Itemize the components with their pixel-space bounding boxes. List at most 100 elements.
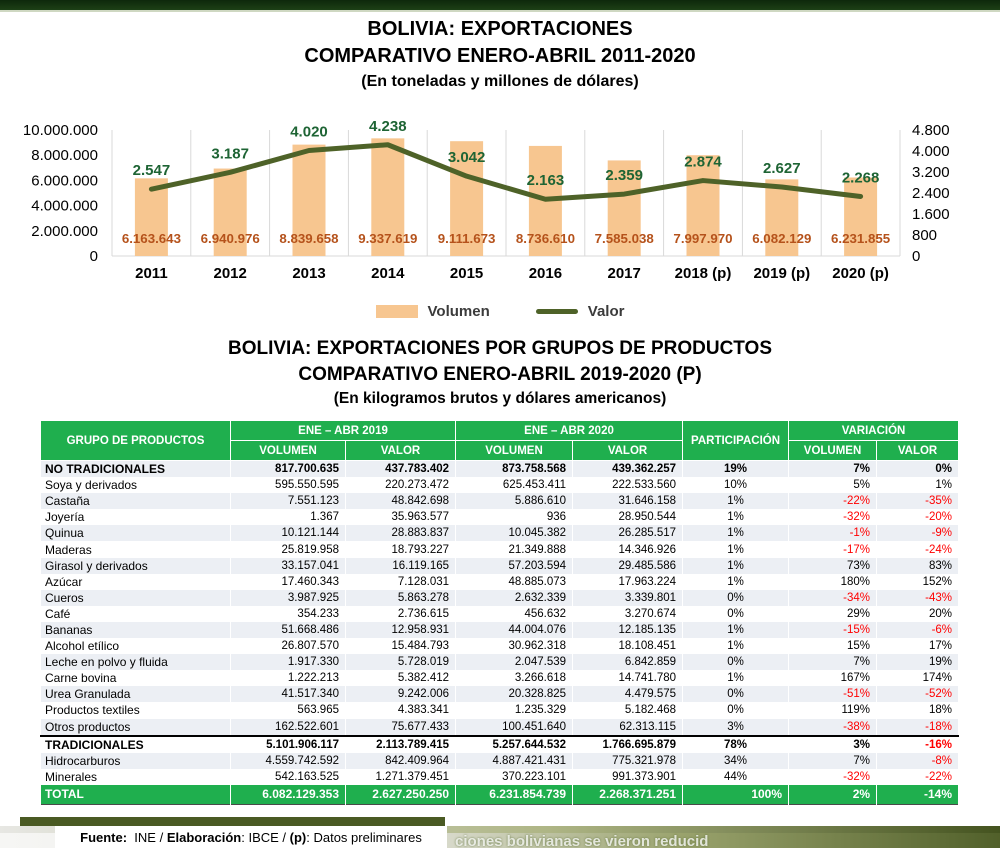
value-cell: 625.453.411 [455, 477, 574, 494]
value-point-label: 2.874 [684, 154, 722, 171]
value-cell: -16% [876, 734, 960, 753]
left-axis-tick: 4.000.000 [31, 198, 98, 215]
value-cell: 6.842.859 [572, 654, 684, 671]
table-header: GRUPO DE PRODUCTOS ENE – ABR 2019 ENE – … [40, 420, 960, 461]
value-cell: 4.887.421.431 [455, 752, 574, 769]
banner-ghost-text: ciones bolivianas se vieron reducid [455, 833, 709, 848]
value-cell: 439.362.257 [572, 460, 684, 478]
table-row: Castaña 7.551.123 48.842.698 5.886.610 31.64… [40, 493, 960, 510]
value-cell: 456.632 [455, 605, 574, 622]
value-cell: -38% [788, 718, 878, 736]
value-cell: 26.807.570 [230, 638, 346, 655]
value-cell: 15.484.793 [344, 638, 457, 655]
table-title-line3: (En kilogramos brutos y dólares american… [333, 390, 667, 407]
volume-value-label: 9.337.619 [358, 231, 417, 246]
chart-title-line2: COMPARATIVO ENERO-ABRIL 2011-2020 [304, 45, 696, 67]
value-cell: -52% [876, 686, 960, 703]
value-cell: 7% [788, 654, 878, 671]
table-title-line2: COMPARATIVO ENERO-ABRIL 2019-2020 (P) [298, 364, 702, 385]
product-group-cell: Maderas [40, 541, 231, 558]
value-cell: 1% [682, 509, 790, 526]
value-cell: 180% [788, 573, 878, 590]
value-cell: 152% [876, 573, 960, 590]
product-group-cell: Quinua [40, 525, 231, 542]
header-volumen-2019: VOLUMEN [230, 440, 346, 461]
footer-olive-bar [20, 817, 445, 826]
source-label-p: (p) [289, 829, 307, 845]
table-title-line1: BOLIVIA: EXPORTACIONES POR GRUPOS DE PRO… [227, 338, 773, 359]
value-cell: -14% [876, 784, 960, 805]
volume-bar [292, 144, 326, 256]
value-cell: 4.559.742.592 [230, 752, 346, 769]
left-axis-tick: 8.000.000 [31, 147, 98, 164]
right-axis-tick: 2.400 [912, 185, 950, 202]
value-cell: 17% [876, 638, 960, 655]
products-table-wrap: GRUPO DE PRODUCTOS ENE – ABR 2019 ENE – … [40, 420, 960, 805]
chart-legend: Volumen Valor [0, 303, 1000, 320]
product-group-cell: Hidrocarburos [40, 752, 231, 769]
value-cell: 1% [876, 477, 960, 494]
source-text-ibce: : IBCE / [241, 829, 290, 845]
value-cell: 437.783.402 [344, 460, 457, 478]
products-table: GRUPO DE PRODUCTOS ENE – ABR 2019 ENE – … [40, 420, 960, 805]
value-cell: 542.163.525 [230, 768, 346, 785]
source-note: Fuente: INE / Elaboración: IBCE / (p): D… [55, 826, 447, 848]
value-point-label: 2.547 [133, 162, 171, 179]
x-axis-label: 2013 [292, 265, 325, 282]
value-cell: 5.101.906.117 [230, 734, 346, 753]
left-axis-tick: 0 [90, 248, 98, 265]
volume-value-label: 8.736.610 [516, 231, 575, 246]
value-cell: 6.231.854.739 [455, 784, 574, 805]
value-cell: 1.235.329 [455, 702, 574, 719]
product-group-cell: Productos textiles [40, 702, 231, 719]
value-cell: 75.677.433 [344, 718, 457, 736]
exports-combo-chart-svg: 10.000.000 8.000.000 6.000.000 4.000.000 2.0… [23, 118, 950, 282]
value-cell: 873.758.568 [455, 460, 574, 478]
value-cell: 10.045.382 [455, 525, 574, 542]
left-axis-tick: 10.000.000 [23, 122, 98, 139]
product-group-cell: Leche en polvo y fluida [40, 654, 231, 671]
value-cell: 30.962.318 [455, 638, 574, 655]
value-cell: 0% [682, 605, 790, 622]
table-title-block: BOLIVIA: EXPORTACIONES POR GRUPOS DE PRO… [0, 336, 1000, 410]
header-variacion: VARIACIÓN [788, 420, 960, 441]
volume-bar [686, 155, 720, 256]
header-volumen-2020: VOLUMEN [455, 440, 574, 461]
product-group-cell: Bananas [40, 621, 231, 639]
table-row: Café 354.233 2.736.615 456.632 3.270.674 0% 29… [40, 605, 960, 622]
value-cell: 48.885.073 [455, 573, 574, 590]
value-cell: 3% [682, 718, 790, 736]
right-axis-tick: 3.200 [912, 164, 950, 181]
value-cell: 222.533.560 [572, 477, 684, 494]
x-axis-label: 2011 [135, 265, 168, 282]
header-valor-2020: VALOR [572, 440, 684, 461]
value-cell: 563.965 [230, 702, 346, 719]
table-row: Soya y derivados 595.550.595 220.273.472 62… [40, 477, 960, 494]
value-cell: 100% [682, 784, 790, 805]
left-axis-tick: 6.000.000 [31, 172, 98, 189]
value-cell: 1% [682, 525, 790, 542]
volume-bar [213, 168, 247, 256]
chart-title-line1: BOLIVIA: EXPORTACIONES [367, 18, 633, 40]
volume-bar [844, 177, 878, 256]
volume-value-label: 6.231.855 [831, 231, 891, 246]
right-axis-tick: 0 [912, 248, 920, 265]
volume-value-label: 9.111.673 [438, 231, 496, 246]
volume-bar [371, 138, 405, 256]
product-group-cell: Urea Granulada [40, 686, 231, 703]
value-cell: 0% [682, 654, 790, 671]
value-cell: 78% [682, 734, 790, 753]
header-grupo: GRUPO DE PRODUCTOS [40, 420, 231, 461]
x-axis-label: 2018 (p) [675, 265, 732, 282]
value-cell: -1% [788, 525, 878, 542]
value-cell: -20% [876, 509, 960, 526]
value-cell: 1% [682, 541, 790, 558]
table-row: Azúcar 17.460.343 7.128.031 48.885.073 17.96… [40, 573, 960, 590]
product-group-cell: TOTAL [40, 784, 231, 805]
table-row: Leche en polvo y fluida 1.917.330 5.728.01… [40, 654, 960, 671]
volume-bar [765, 179, 799, 256]
value-cell: -6% [876, 621, 960, 639]
volume-value-label: 6.082.129 [752, 231, 811, 246]
value-cell: 370.223.101 [455, 768, 574, 785]
value-cell: -43% [876, 589, 960, 606]
